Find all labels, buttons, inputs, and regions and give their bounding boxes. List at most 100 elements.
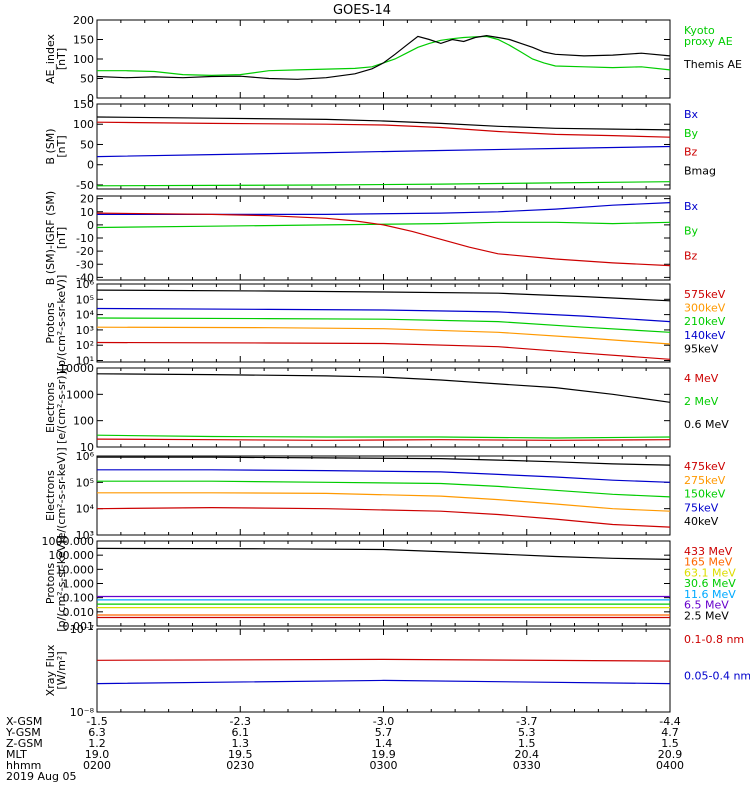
legend-entry: 95keV <box>684 342 719 355</box>
legend-entry: 6.5 MeV <box>684 599 729 612</box>
y-tick-label: -30 <box>76 258 94 271</box>
legend-entry: 63.1 MeV <box>684 566 736 579</box>
y-tick-label: 0 <box>87 159 94 172</box>
series-line-0-6-mev <box>96 373 671 403</box>
panel-protons1: 10¹ 10² 10³ 10⁴ 10⁵ 10⁶ Protons[p/(cm²-s-sr-ke… <box>44 275 726 372</box>
series-line-bx <box>96 145 671 158</box>
y-axis-title: [nT] <box>55 48 68 70</box>
y-axis-title: Xray Flux <box>44 644 57 696</box>
y-axis-title: Protons <box>44 563 57 604</box>
series-line-kyoto <box>97 35 671 77</box>
panel-frame <box>96 367 671 448</box>
legend-entry: 0.6 MeV <box>684 418 729 431</box>
y-tick-label: 150 <box>73 98 94 111</box>
panel-frame <box>96 19 671 99</box>
legend-entry: 0.1-0.8 nm <box>684 633 744 646</box>
ephemeris-row-label: Z-GSM <box>6 737 43 750</box>
y-tick-label: 10³ <box>76 324 94 337</box>
y-axis-title: B (SM) <box>44 128 57 164</box>
panel-frame <box>96 283 671 363</box>
ephemeris-value: 4.7 <box>661 726 679 739</box>
ephemeris-value: 0200 <box>83 759 111 772</box>
ephemeris-value: 20.9 <box>658 748 683 761</box>
legend-entry: Bz <box>684 249 698 262</box>
legend-entry: proxy AE <box>684 35 733 48</box>
y-tick-label: 10.000 <box>56 563 95 576</box>
legend-entry: By <box>684 225 699 238</box>
legend-entry: Kyoto <box>684 24 715 37</box>
y-tick-label: 10⁴ <box>76 503 95 516</box>
legend-entry: By <box>684 127 699 140</box>
ephemeris-value: 0330 <box>513 759 541 772</box>
legend-entry: 300keV <box>684 302 726 315</box>
y-axis-title: B (SM)-IGRF (SM) <box>44 191 57 285</box>
series-line-0-1-0-8-nm <box>96 658 671 662</box>
plot-title: GOES-14 <box>333 3 391 18</box>
y-tick-label: 10⁻⁷ <box>70 623 94 636</box>
ephemeris-row-label: MLT <box>6 748 27 761</box>
y-tick-label: 150 <box>73 34 94 47</box>
y-tick-label: 10² <box>76 339 94 352</box>
y-tick-label: 50 <box>80 73 94 86</box>
legend-entry: 40keV <box>684 515 719 528</box>
y-axis-title: AE_index <box>44 33 57 84</box>
y-tick-label: 1000.000 <box>42 535 95 548</box>
y-tick-label: 10 <box>80 441 94 454</box>
series-line-by <box>96 221 671 229</box>
y-axis-title: [nT] <box>55 135 68 157</box>
legend-entry: Bz <box>684 146 698 159</box>
y-tick-label: 1000 <box>66 388 94 401</box>
y-tick-label: 10¹ <box>76 355 94 368</box>
ephemeris-value: 0300 <box>370 759 398 772</box>
ephemeris-value: -4.4 <box>659 715 680 728</box>
series-line-40kev <box>97 456 671 466</box>
y-tick-label: 100 <box>73 415 94 428</box>
y-tick-label: 100 <box>73 53 94 66</box>
y-axis-title: Protons <box>44 302 57 343</box>
y-tick-label: 0.010 <box>63 606 95 619</box>
y-axis-title: [p/(cm²-s-sr-keV)] <box>55 535 68 632</box>
y-tick-label: 10³ <box>76 529 94 542</box>
series-line-4-mev <box>96 438 671 441</box>
legend-entry: 575keV <box>684 288 726 301</box>
ephemeris-value: 5.7 <box>375 726 393 739</box>
series-line-themis-ae <box>96 34 671 80</box>
y-tick-label: -20 <box>76 245 94 258</box>
ephemeris-value: -3.7 <box>516 715 537 728</box>
ephemeris-row-label: X-GSM <box>6 715 42 728</box>
ephemeris-value: 5.3 <box>518 726 536 739</box>
y-tick-label: 200 <box>73 14 94 27</box>
y-tick-label: -50 <box>76 179 94 192</box>
series-line-300kev <box>96 326 671 345</box>
ephemeris-value: 19.9 <box>371 748 396 761</box>
y-tick-label: 10⁶ <box>76 278 95 291</box>
y-tick-label: 100.000 <box>49 549 95 562</box>
ephemeris-value: 0400 <box>656 759 684 772</box>
y-axis-title: [nT] <box>55 227 68 249</box>
series-line-140kev <box>96 307 671 323</box>
y-tick-label: 10⁶ <box>76 450 95 463</box>
panel-bsm: -50 0 50 100 150 B (SM)[nT] Bx By Bz Bmag <box>44 98 716 192</box>
legend-entry: 475keV <box>684 460 726 473</box>
ephemeris-value: 1.2 <box>88 737 106 750</box>
series-line-150kev <box>97 480 671 498</box>
y-tick-label: 0 <box>87 219 94 232</box>
series-line-bx <box>97 202 671 215</box>
series-line-475kev <box>96 506 671 528</box>
legend-entry: 4 MeV <box>684 372 719 385</box>
series-line-75kev <box>97 469 671 483</box>
y-tick-label: -40 <box>76 271 94 284</box>
ephemeris-row-label: hhmm <box>6 759 41 772</box>
ephemeris-row-label: Y-GSM <box>5 726 41 739</box>
y-tick-label: 0 <box>87 92 94 105</box>
series-line-by <box>96 181 671 187</box>
y-tick-label: 100 <box>73 118 94 131</box>
y-tick-label: 0.001 <box>63 620 95 633</box>
series-line-2-5-mev <box>96 547 671 560</box>
